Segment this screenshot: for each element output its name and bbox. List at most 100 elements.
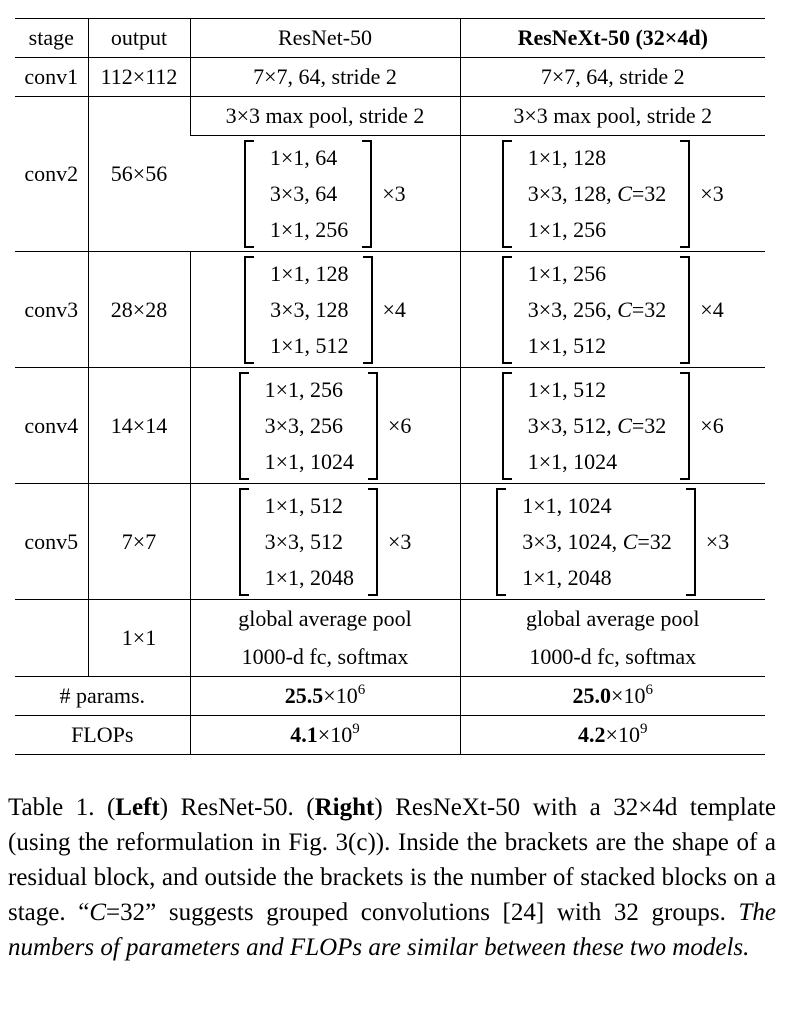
table-caption: Table 1. (Left) ResNet-50. (Right) ResNe… xyxy=(8,790,776,965)
bracket: 1×1, 256 3×3, 256 1×1, 1024 xyxy=(238,371,378,480)
exponent: 9 xyxy=(352,721,360,737)
block: 1×1, 512 3×3, 512 1×1, 2048 ×3 xyxy=(191,487,460,596)
head-cell: global average pool 1000-d fc, softmax xyxy=(459,599,765,677)
layer-spec: 1×1, 1024 xyxy=(527,448,618,474)
layer-text: 3×3, 256, xyxy=(527,296,618,322)
head-row: 1×1 global average pool 1000-d fc, softmax… xyxy=(15,599,765,677)
stage-cell: conv5 xyxy=(15,483,88,600)
mantissa: 4.1 xyxy=(290,722,318,747)
base: ×10 xyxy=(605,722,640,747)
repeat-count: ×3 xyxy=(388,528,412,554)
bracket: 1×1, 64 3×3, 64 1×1, 256 xyxy=(243,139,373,248)
repeat-count: ×6 xyxy=(700,412,724,438)
caption-segment: Left xyxy=(115,794,160,821)
repeat-count: ×3 xyxy=(382,180,406,206)
cardinality-var: C xyxy=(617,412,632,438)
cardinality-value: =32 xyxy=(631,296,667,322)
empty-cell xyxy=(15,599,88,677)
layer-spec: 1×1, 2048 xyxy=(264,564,354,590)
exponent: 6 xyxy=(645,682,653,698)
caption-segment: Right xyxy=(314,794,375,821)
layer-spec: 1×1, 256 xyxy=(269,216,349,242)
stage-row: conv4 14×14 1×1, 256 3×3, 256 1×1, 1024 ×6 1×1… xyxy=(15,367,765,484)
block-cell: 1×1, 128 3×3, 128 1×1, 512 ×4 xyxy=(189,251,460,368)
layer-spec: 1×1, 128 xyxy=(270,260,349,286)
layer-text: 3×3, 1024, xyxy=(522,528,623,554)
bracket: 1×1, 512 3×3, 512 1×1, 2048 xyxy=(238,487,378,596)
block-cell: 1×1, 128 3×3, 128, C=32 1×1, 256 ×3 xyxy=(459,135,766,252)
block-cell: 1×1, 256 3×3, 256, C=32 1×1, 512 ×4 xyxy=(459,251,766,368)
header-cell: ResNet-50 xyxy=(189,18,460,58)
layer-spec: 1×1, 64 xyxy=(269,144,338,170)
block-cell: 1×1, 64 3×3, 64 1×1, 256 ×3 xyxy=(190,135,460,252)
output-cell: 7×7 xyxy=(87,483,190,600)
cardinality-var: C xyxy=(617,180,632,206)
cell: 7×7, 64, stride 2 xyxy=(459,57,765,97)
head-line: 1000-d fc, softmax xyxy=(241,644,409,669)
bracket: 1×1, 128 3×3, 128, C=32 1×1, 256 xyxy=(501,139,691,248)
row-label: # params. xyxy=(15,676,190,716)
block: 1×1, 256 3×3, 256 1×1, 1024 ×6 xyxy=(191,371,460,480)
caption-segment: ) ResNeXt-50 with a 32×4d template (usin… xyxy=(8,794,776,926)
head-line: global average pool xyxy=(238,606,412,631)
row-label: FLOPs xyxy=(15,715,190,755)
head-line: 1000-d fc, softmax xyxy=(529,644,697,669)
repeat-count: ×6 xyxy=(388,412,412,438)
layer-spec: 1×1, 2048 xyxy=(522,564,612,590)
cell: 3×3 max pool, stride 2 xyxy=(459,96,765,136)
layer-spec: 3×3, 1024, C=32 xyxy=(522,524,672,560)
bracket: 1×1, 256 3×3, 256, C=32 1×1, 512 xyxy=(501,255,691,364)
pool-row: conv2 56×56 3×3 max pool, stride 2 3×3 max … xyxy=(15,96,765,252)
head-cell: global average pool 1000-d fc, softmax xyxy=(189,599,460,677)
cell: 3×3 max pool, stride 2 xyxy=(189,96,460,136)
block: 1×1, 128 3×3, 128 1×1, 512 ×4 xyxy=(191,255,460,364)
flops-row: FLOPs 4.1×109 4.2×109 xyxy=(15,715,765,755)
cell: 7×7, 64, stride 2 xyxy=(189,57,460,97)
layer-spec: 1×1, 512 xyxy=(264,492,343,518)
layer-spec: 1×1, 128 xyxy=(527,144,607,170)
cardinality-var: C xyxy=(617,296,632,322)
stage-row: conv5 7×7 1×1, 512 3×3, 512 1×1, 2048 ×3 1×1, … xyxy=(15,483,765,600)
metric-cell: 25.5×106 xyxy=(189,676,460,716)
header-cell: output xyxy=(87,18,190,58)
repeat-count: ×3 xyxy=(705,528,730,554)
block: 1×1, 256 3×3, 256, C=32 1×1, 512 ×4 xyxy=(461,255,766,364)
cardinality-value: =32 xyxy=(631,412,667,438)
block-cell: 1×1, 1024 3×3, 1024, C=32 1×1, 2048 ×3 xyxy=(459,483,765,600)
header-row: stage output ResNet-50 ResNeXt-50 (32×4d) xyxy=(15,18,765,58)
block: 1×1, 128 3×3, 128, C=32 1×1, 256 ×3 xyxy=(461,139,766,248)
layer-spec: 3×3, 64 xyxy=(269,180,338,206)
layer-spec: 3×3, 512, C=32 xyxy=(528,408,667,444)
exponent: 6 xyxy=(357,682,366,698)
repeat-count: ×3 xyxy=(700,180,724,206)
bracket: 1×1, 512 3×3, 512, C=32 1×1, 1024 xyxy=(501,371,691,480)
cardinality-var: C xyxy=(622,528,638,554)
mantissa: 25.5 xyxy=(284,683,324,708)
layer-spec: 1×1, 512 xyxy=(527,332,607,358)
base: ×10 xyxy=(317,722,353,747)
metric-cell: 4.2×109 xyxy=(459,715,765,755)
base: ×10 xyxy=(611,683,646,708)
block-cell: 1×1, 512 3×3, 512 1×1, 2048 ×3 xyxy=(189,483,460,600)
stage-cell: conv2 xyxy=(15,96,88,252)
base: ×10 xyxy=(323,683,358,708)
block-cell: 1×1, 256 3×3, 256 1×1, 1024 ×6 xyxy=(189,367,460,484)
head-line: global average pool xyxy=(526,606,700,631)
output-cell: 1×1 xyxy=(87,599,190,677)
metric-cell: 4.1×109 xyxy=(189,715,460,755)
metric-cell: 25.0×106 xyxy=(459,676,765,716)
repeat-count: ×4 xyxy=(382,296,406,322)
bracket: 1×1, 1024 3×3, 1024, C=32 1×1, 2048 xyxy=(496,487,696,596)
header-cell: ResNeXt-50 (32×4d) xyxy=(459,18,765,58)
output-cell: 14×14 xyxy=(87,367,190,484)
block: 1×1, 64 3×3, 64 1×1, 256 ×3 xyxy=(190,139,460,248)
cell: conv1 xyxy=(15,57,88,97)
caption-segment: Table 1. ( xyxy=(8,794,116,821)
layer-text: 3×3, 512, xyxy=(527,412,618,438)
layer-spec: 1×1, 1024 xyxy=(522,492,612,518)
caption-segment: ) ResNet-50. ( xyxy=(159,794,315,821)
caption-segment: C xyxy=(89,899,107,926)
header-cell: stage xyxy=(15,18,88,58)
bracket: 1×1, 128 3×3, 128 1×1, 512 xyxy=(244,255,373,364)
